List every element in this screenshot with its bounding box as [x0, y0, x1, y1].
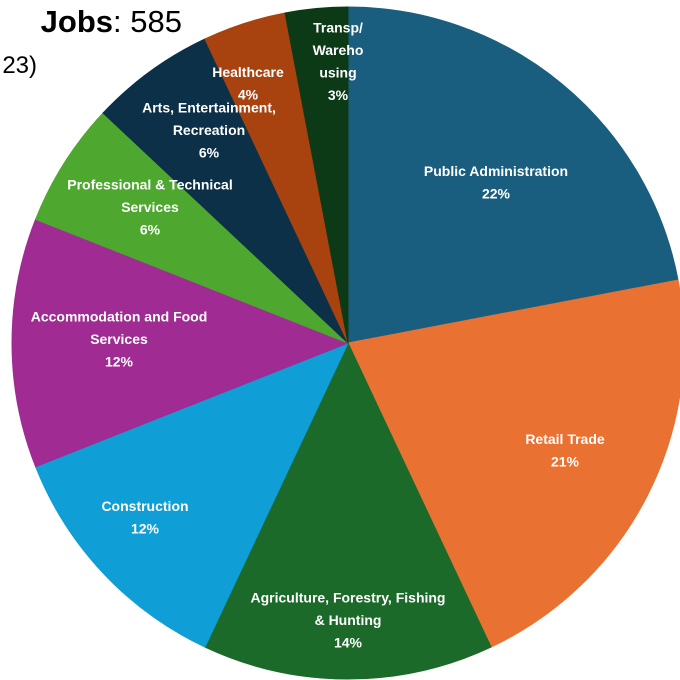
pie-slice-label-7: Arts, Entertainment, Recreation 6%	[142, 100, 276, 161]
chart-title-value: 585	[130, 4, 182, 39]
pie-slice-label-5: Accommodation and Food Services 12%	[31, 309, 208, 370]
chart-subtitle: 23)	[2, 52, 37, 79]
pie-slice-label-2: Retail Trade 21%	[525, 431, 605, 470]
pie-slice-5	[11, 218, 350, 468]
pie-slice-label-4: Construction 12%	[101, 498, 188, 537]
pie-slice-label-8: Healthcare 4%	[212, 64, 284, 103]
pie-slice-7	[102, 38, 349, 344]
chart-title-label: Jobs	[40, 4, 114, 39]
pie-slice-4	[34, 342, 349, 648]
chart-title: Jobs: 585	[41, 2, 182, 42]
pie-slice-2	[347, 279, 680, 648]
pie-slice-6	[34, 112, 349, 344]
pie-slice-label-6: Professional & Technical Services 6%	[67, 177, 232, 238]
pie-slice-label-3: Agriculture, Forestry, Fishing & Hunting 1…	[251, 590, 446, 651]
pie-slice-9	[284, 6, 349, 344]
pie-slice-3	[204, 341, 492, 680]
chart-title-separator: :	[113, 4, 122, 39]
pie-slice-1	[347, 6, 679, 344]
pie-slice-label-1: Public Administration 22%	[424, 163, 568, 202]
pie-slice-label-9: Transp/Wareho using 3%	[313, 19, 364, 103]
